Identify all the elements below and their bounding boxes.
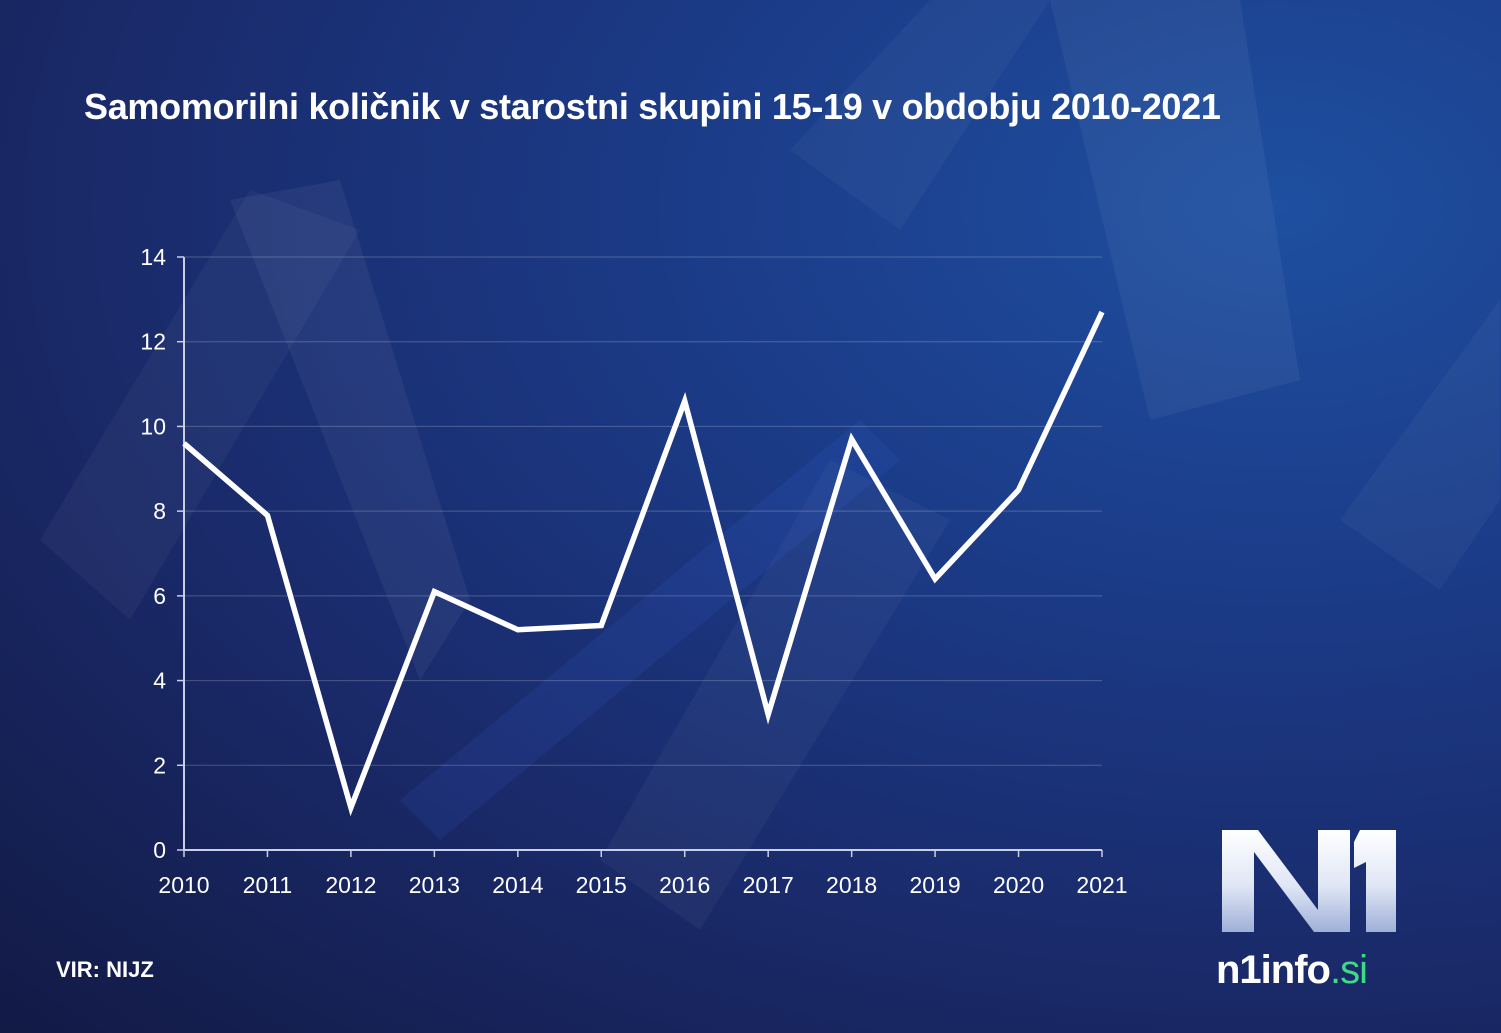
chart-title: Samomorilni količnik v starostni skupini…: [84, 86, 1221, 127]
x-tick-label: 2018: [826, 872, 877, 898]
brand-name: n1info: [1216, 948, 1331, 992]
y-tick-label: 8: [153, 498, 166, 524]
y-tick-label: 12: [140, 329, 166, 355]
data-point: [600, 625, 602, 627]
gridlines: [184, 256, 1102, 766]
brand-tld: .si: [1329, 948, 1368, 992]
x-tick-label: 2010: [158, 872, 209, 898]
data-point: [1018, 489, 1020, 491]
brand-wordmark: n1info.si: [1216, 948, 1368, 993]
data-point: [767, 713, 769, 715]
n1-logo-icon: [1222, 830, 1396, 932]
data-point: [183, 442, 185, 444]
y-axis-ticks: 0 2 4 6 8 10 12 14: [140, 244, 184, 863]
x-tick-label: 2016: [659, 872, 710, 898]
y-tick-label: 14: [140, 244, 166, 270]
data-point: [350, 807, 352, 809]
source-note: VIR: NIJZ: [56, 957, 154, 982]
data-point: [684, 400, 686, 402]
x-tick-label: 2015: [576, 872, 627, 898]
data-series: [182, 310, 1105, 817]
data-point: [934, 578, 936, 580]
series-line: [182, 310, 1105, 817]
y-tick-label: 0: [153, 837, 166, 863]
data-point: [1101, 311, 1103, 313]
data-point: [433, 591, 435, 593]
x-tick-label: 2011: [243, 872, 292, 898]
x-tick-label: 2019: [910, 872, 961, 898]
data-point: [851, 438, 853, 440]
x-tick-label: 2014: [492, 872, 543, 898]
x-tick-label: 2013: [409, 872, 460, 898]
x-tick-label: 2017: [743, 872, 794, 898]
x-axis-ticks: 2010 2011 2012 2013 2014 2015 2016 2017 2018 2019…: [158, 850, 1128, 898]
x-tick-label: 2020: [993, 872, 1044, 898]
y-tick-label: 6: [153, 583, 166, 609]
data-point: [266, 514, 268, 516]
y-tick-label: 10: [140, 413, 166, 439]
axes: [183, 257, 1102, 851]
data-point: [517, 629, 519, 631]
x-tick-label: 2021: [1076, 872, 1127, 898]
y-tick-label: 4: [153, 668, 166, 694]
x-tick-label: 2012: [325, 872, 376, 898]
y-tick-label: 2: [153, 752, 166, 778]
